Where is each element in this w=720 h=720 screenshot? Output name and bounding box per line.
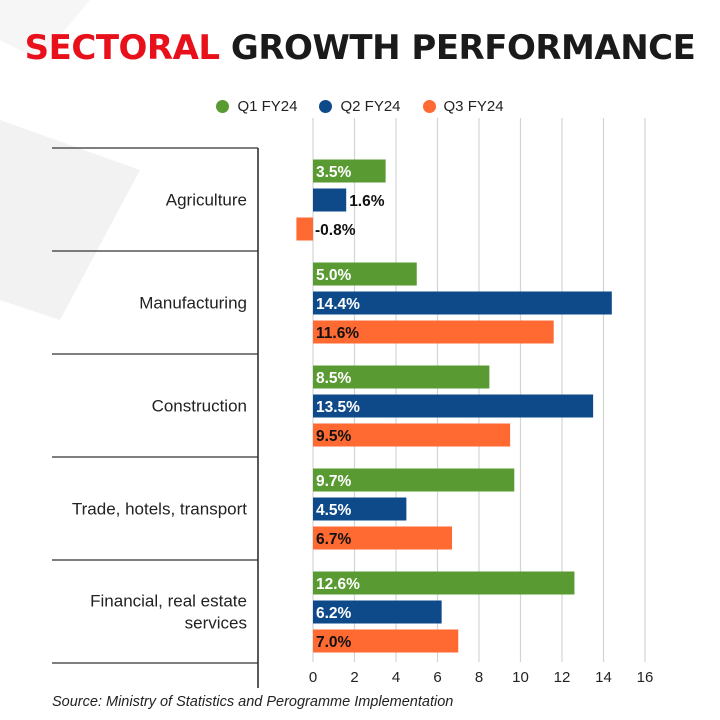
page-title: SECTORAL GROWTH PERFORMANCE [0,28,720,68]
data-label: -0.8% [315,222,356,239]
bar [313,320,554,344]
legend-item-q1: Q1 FY24 [216,98,297,115]
data-label: 12.6% [316,576,360,593]
legend: Q1 FY24 Q2 FY24 Q3 FY24 [0,98,720,115]
bar [313,571,575,595]
legend-item-q2: Q2 FY24 [319,98,401,115]
x-tick-label: 10 [512,669,529,686]
bar [313,394,594,418]
legend-label-q3: Q3 FY24 [443,98,504,115]
x-tick-label: 8 [475,669,483,686]
data-label: 5.0% [316,267,352,284]
legend-item-q3: Q3 FY24 [422,98,504,115]
legend-dot-q3 [422,100,436,113]
data-label: 11.6% [316,325,359,342]
legend-dot-q1 [216,100,230,113]
category-label: Financial, real estate services [90,592,247,633]
data-label: 13.5% [316,399,360,416]
bar [313,188,347,212]
x-tick-label: 12 [554,669,571,686]
data-label: 3.5% [316,164,352,181]
bar [296,217,313,241]
category-label: Agriculture [166,191,247,210]
title-accent: SECTORAL [24,28,220,68]
bar [313,468,515,492]
x-tick-label: 6 [433,669,441,686]
category-label: Trade, hotels, transport [72,500,247,519]
data-label: 1.6% [349,193,385,210]
bar [313,526,453,550]
legend-label-q1: Q1 FY24 [237,98,298,115]
data-label: 4.5% [316,502,352,519]
x-tick-label: 0 [309,669,317,686]
bar [313,262,417,286]
data-label: 9.7% [316,473,352,490]
bar [313,159,386,183]
data-label: 6.2% [316,605,352,622]
x-tick-label: 16 [637,669,654,686]
source-note: Source: Ministry of Statistics and Perog… [52,694,454,710]
bar [313,497,407,521]
category-label: Manufacturing [139,294,247,313]
x-tick-label: 2 [350,669,358,686]
x-tick-label: 14 [595,669,612,686]
bar [313,629,459,653]
bar [313,600,442,624]
data-label: 7.0% [316,634,352,651]
title-rest: GROWTH PERFORMANCE [219,28,696,68]
data-label: 14.4% [316,296,360,313]
bar [313,423,511,447]
bar [313,291,612,315]
data-label: 9.5% [316,428,352,445]
x-tick-label: 4 [392,669,400,686]
data-label: 6.7% [316,531,352,548]
category-label: Construction [152,397,247,416]
data-label: 8.5% [316,370,352,387]
legend-dot-q2 [319,100,333,113]
bar [313,365,490,389]
legend-label-q2: Q2 FY24 [340,98,401,115]
